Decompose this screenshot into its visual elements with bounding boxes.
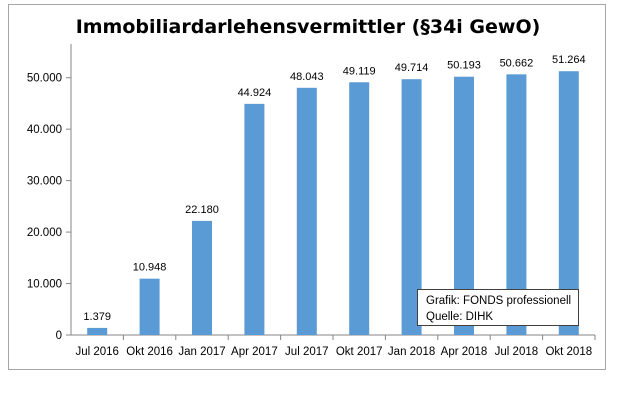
y-tick-label: 40.000 <box>27 124 62 136</box>
x-tick-label: Jan 2018 <box>388 346 435 358</box>
bar <box>192 220 212 335</box>
source-grafik-text: Grafik: FONDS professionell <box>426 295 572 307</box>
bar <box>506 74 527 335</box>
y-tick-label: 0 <box>56 330 62 342</box>
x-tick-label: Okt 2018 <box>545 346 592 358</box>
x-tick-label: Jan 2017 <box>178 346 225 358</box>
y-tick-label: 10.000 <box>27 279 62 291</box>
source-quelle-text: Quelle: DIHK <box>426 311 494 323</box>
x-tick-label: Jul 2018 <box>495 346 538 358</box>
chart-title: Immobiliardarlehensvermittler (§34i GewO… <box>75 16 541 38</box>
bar <box>296 87 317 335</box>
bar <box>139 278 160 335</box>
x-tick-label: Jul 2017 <box>285 346 328 358</box>
source-note-box: Grafik: FONDS professionell Quelle: DIHK <box>417 289 579 326</box>
bar <box>401 79 422 335</box>
bar <box>558 71 579 335</box>
data-label: 22.180 <box>185 204 219 216</box>
data-label: 49.119 <box>343 65 376 77</box>
bar <box>87 327 108 335</box>
x-tick-label: Okt 2017 <box>336 346 383 358</box>
y-tick-label: 20.000 <box>27 227 62 239</box>
data-label: 50.662 <box>500 57 534 69</box>
data-label: 44.924 <box>238 87 272 99</box>
bar <box>244 103 265 335</box>
chart-frame: Immobiliardarlehensvermittler (§34i GewO… <box>8 4 606 370</box>
x-tick-label: Okt 2016 <box>126 346 173 358</box>
x-tick-label: Apr 2017 <box>231 346 278 358</box>
data-label: 49.714 <box>395 62 429 74</box>
data-label: 10.948 <box>133 262 167 274</box>
data-label: 1.379 <box>83 311 111 323</box>
data-label: 51.264 <box>552 54 586 66</box>
x-tick-label: Apr 2018 <box>441 346 488 358</box>
y-tick-label: 30.000 <box>27 176 62 188</box>
data-label: 50.193 <box>447 60 481 72</box>
chart-plot: 0 10.000 20.000 30.000 40.000 50.000 Jul 2016 1… <box>27 44 596 358</box>
y-tick-label: 50.000 <box>27 73 62 85</box>
x-tick-label: Jul 2016 <box>75 346 118 358</box>
bar <box>349 82 370 335</box>
data-label: 48.043 <box>290 71 324 83</box>
bar <box>454 76 474 336</box>
